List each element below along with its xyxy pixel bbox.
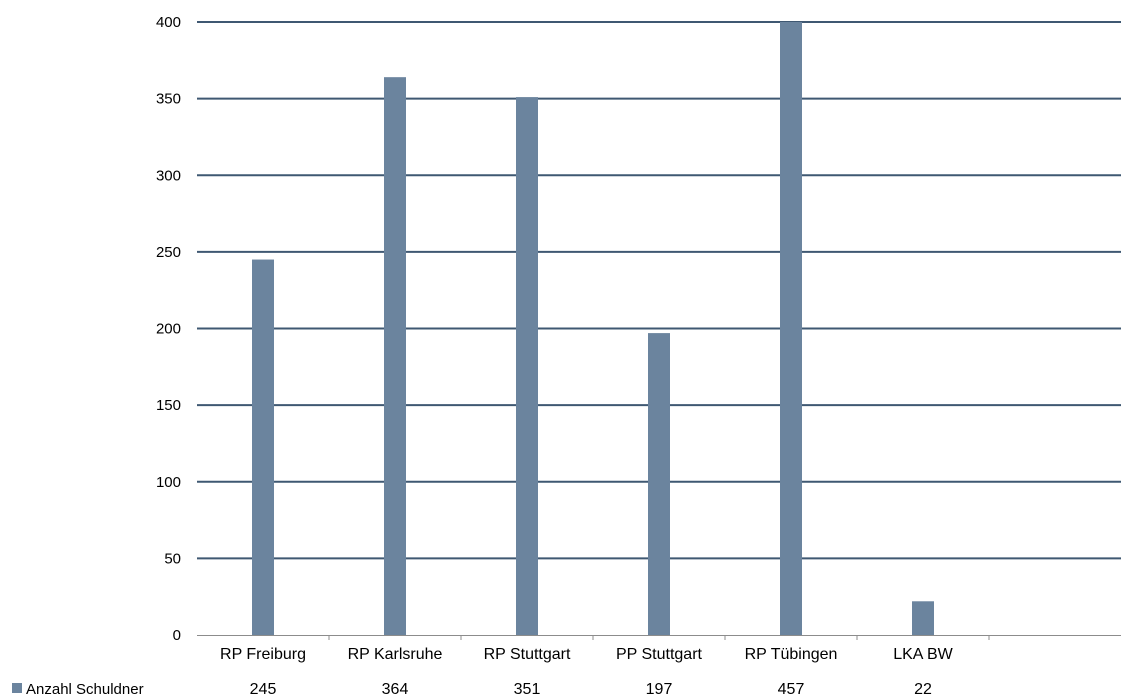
gridlines [197,21,1121,636]
bar [516,97,538,635]
bar [252,259,274,635]
y-tick-label: 300 [156,167,181,184]
y-tick-label: 50 [164,550,181,567]
x-category-label: RP Karlsruhe [348,646,443,663]
x-category-label: RP Stuttgart [484,646,571,663]
bar [648,333,670,635]
y-tick-label: 200 [156,321,181,338]
data-table-value: 22 [914,681,932,698]
bar [384,77,406,636]
y-tick-label: 400 [156,14,181,31]
y-axis-tick-labels: 0 50 100 150 200 250 300 350 400 [156,14,181,644]
y-tick-label: 100 [156,474,181,491]
legend-swatch [12,683,22,693]
data-table-value: 457 [778,681,805,698]
x-category-label: RP Freiburg [220,646,306,663]
data-table-value: 197 [646,681,673,698]
x-axis-category-labels: RP Freiburg RP Karlsruhe RP Stuttgart PP St… [220,635,990,663]
y-tick-label: 350 [156,91,181,108]
x-category-label: PP Stuttgart [616,646,703,663]
y-tick-label: 0 [173,627,181,644]
legend-label: Anzahl Schuldner [26,681,144,698]
data-table-value: 364 [382,681,409,698]
data-table-row: 245 364 351 197 457 22 [250,681,932,698]
x-category-label: LKA BW [893,646,953,663]
y-tick-label: 150 [156,397,181,414]
x-category-label: RP Tübingen [745,646,838,663]
data-table-value: 351 [514,681,541,698]
data-table-value: 245 [250,681,277,698]
bar [780,22,802,635]
bar [912,601,934,635]
bars [252,22,934,636]
y-tick-label: 250 [156,244,181,261]
legend: Anzahl Schuldner [12,681,144,698]
